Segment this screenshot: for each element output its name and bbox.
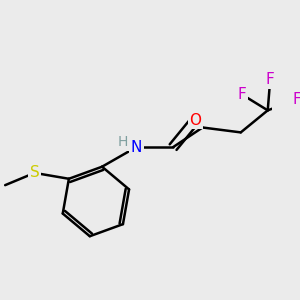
Text: N: N bbox=[131, 140, 142, 154]
Text: S: S bbox=[30, 165, 39, 180]
Text: O: O bbox=[189, 112, 201, 128]
Text: H: H bbox=[117, 135, 128, 149]
Text: F: F bbox=[293, 92, 300, 107]
Text: F: F bbox=[238, 87, 247, 102]
Text: F: F bbox=[266, 72, 274, 87]
